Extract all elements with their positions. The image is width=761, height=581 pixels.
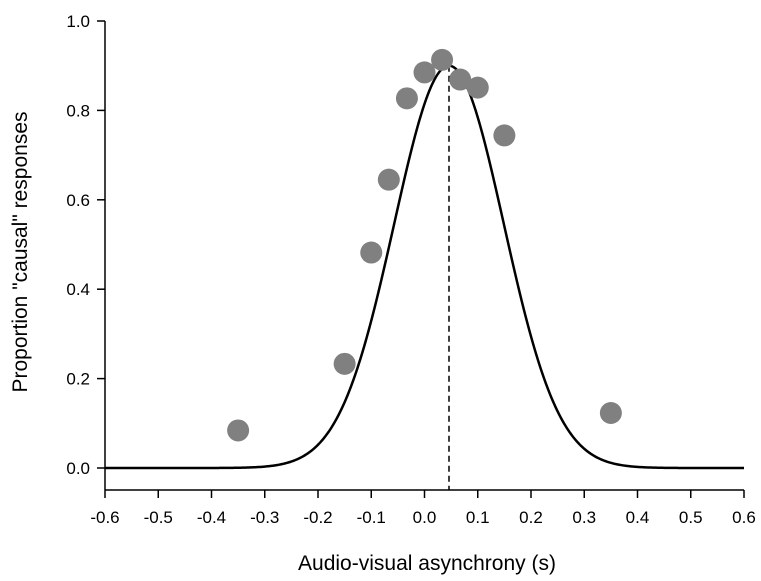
x-tick-label: -0.1: [357, 508, 386, 527]
x-tick-label: -0.2: [303, 508, 332, 527]
y-axis-ticks: 0.0 0.2 0.4 0.6 0.8 1.0: [66, 12, 105, 478]
y-tick-label: 1.0: [66, 12, 90, 31]
data-point: [395, 87, 418, 110]
data-point: [413, 61, 436, 84]
data-point: [449, 68, 472, 91]
x-tick-label: -0.6: [90, 508, 119, 527]
x-axis-ticks: -0.6 -0.5 -0.4 -0.3 -0.2 -0.1 0.0 0.1 0.2 0.3 0.4 0…: [90, 490, 756, 527]
y-tick-label: 0.4: [66, 280, 90, 299]
x-tick-label: 0.6: [732, 508, 756, 527]
data-point: [360, 241, 383, 264]
y-tick-label: 0.0: [66, 459, 90, 478]
x-tick-label: 0.1: [466, 508, 490, 527]
y-tick-label: 0.6: [66, 191, 90, 210]
data-point: [599, 402, 622, 425]
x-tick-label: -0.5: [144, 508, 173, 527]
x-tick-label: 0.5: [679, 508, 703, 527]
data-point: [493, 124, 516, 147]
data-point: [333, 352, 356, 375]
x-tick-label: 0.2: [519, 508, 543, 527]
data-point: [227, 419, 250, 442]
y-tick-label: 0.2: [66, 370, 90, 389]
data-point: [377, 168, 400, 191]
y-tick-label: 0.8: [66, 101, 90, 120]
x-tick-label: -0.4: [197, 508, 226, 527]
x-tick-label: 0.0: [413, 508, 437, 527]
y-axis-title: Proportion "causal" responses: [9, 111, 32, 392]
fit-curve: [105, 64, 744, 470]
x-tick-label: 0.3: [572, 508, 596, 527]
data-point: [466, 76, 489, 99]
x-tick-label: -0.3: [250, 508, 279, 527]
data-point: [431, 48, 454, 71]
x-tick-label: 0.4: [626, 508, 650, 527]
data-points: [227, 48, 622, 442]
x-axis-title: Audio-visual asynchrony (s): [298, 552, 556, 575]
